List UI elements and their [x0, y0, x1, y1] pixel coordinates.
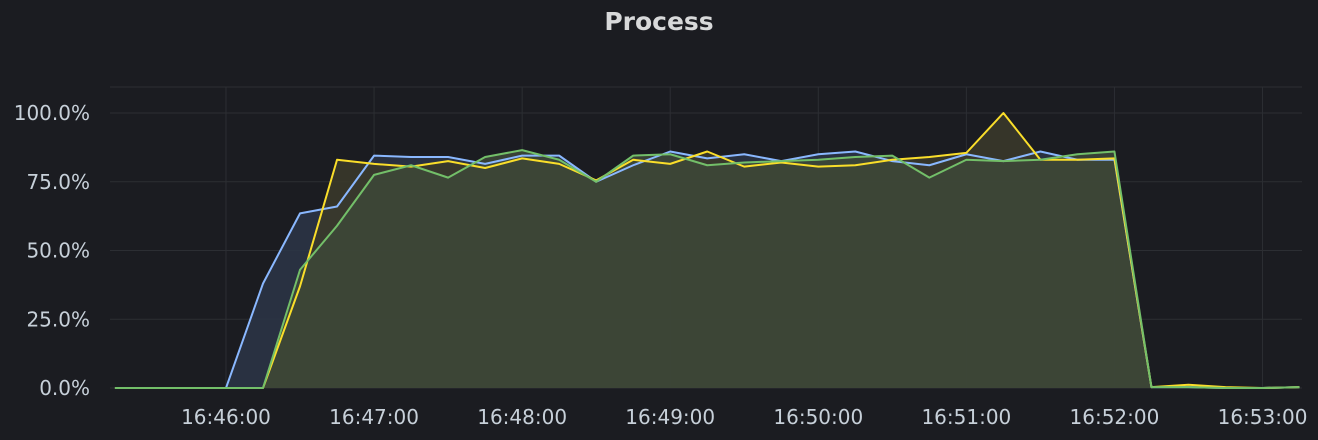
series-line-1[interactable]: [114, 112, 1300, 389]
y-tick-label: 25.0%: [26, 307, 90, 331]
x-tick-label: 16:48:00: [477, 405, 567, 429]
x-tick-label: 16:50:00: [773, 405, 863, 429]
series-areas: [114, 113, 1300, 388]
y-tick-label: 0.0%: [39, 376, 90, 400]
x-tick-label: 16:47:00: [329, 405, 419, 429]
y-tick-label: 75.0%: [26, 170, 90, 194]
series-line-2[interactable]: [114, 149, 1300, 389]
panel-title: Process: [604, 7, 714, 36]
x-tick-label: 16:46:00: [181, 405, 271, 429]
y-tick-label: 100.0%: [14, 101, 90, 125]
x-tick-label: 16:51:00: [921, 405, 1011, 429]
series-lines: [114, 112, 1300, 389]
x-tick-label: 16:53:00: [1218, 405, 1308, 429]
y-tick-label: 50.0%: [26, 239, 90, 263]
y-axis: 0.0% 25.0% 50.0% 75.0% 100.0%: [14, 101, 90, 400]
series-area-2: [114, 150, 1300, 388]
x-axis: 16:46:00 16:47:00 16:48:00 16:49:00 16:50:00…: [181, 405, 1307, 429]
x-tick-label: 16:49:00: [625, 405, 715, 429]
x-tick-label: 16:52:00: [1070, 405, 1160, 429]
